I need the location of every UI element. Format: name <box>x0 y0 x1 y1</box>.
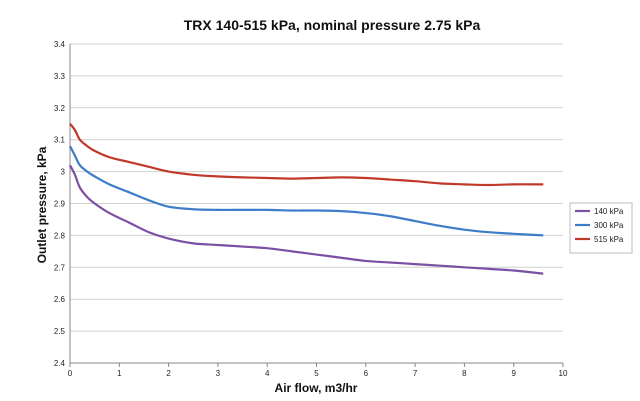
series-layer <box>69 123 544 275</box>
x-tick-label: 5 <box>314 369 319 378</box>
x-tick-label: 0 <box>68 369 73 378</box>
series-line-140-kpa <box>69 164 544 275</box>
x-tick-label: 4 <box>265 369 270 378</box>
x-tick-label: 7 <box>413 369 418 378</box>
legend-label: 140 kPa <box>594 207 624 216</box>
series-line-515-kpa <box>69 123 544 187</box>
y-tick-label: 2.6 <box>54 295 66 304</box>
y-tick-label: 3.1 <box>54 136 66 145</box>
grid-layer <box>70 43 563 364</box>
y-tick-label: 3 <box>61 168 66 177</box>
y-tick-label: 3.2 <box>54 104 66 113</box>
legend-label: 515 kPa <box>594 235 624 244</box>
y-tick-label: 3.3 <box>54 72 66 81</box>
y-tick-label: 3.4 <box>54 40 66 49</box>
y-axis-title: Outlet pressure, kPa <box>35 146 49 263</box>
y-tick-label: 2.8 <box>54 231 66 240</box>
y-tick-label: 2.7 <box>54 263 66 272</box>
y-tick-label: 2.4 <box>54 359 66 368</box>
y-tick-label: 2.9 <box>54 200 66 209</box>
x-tick-label: 10 <box>559 369 568 378</box>
x-axis-title: Air flow, m3/hr <box>275 381 358 395</box>
legend: 140 kPa 300 kPa 515 kPa <box>569 202 633 254</box>
series-line-300-kpa <box>69 145 544 237</box>
chart-title: TRX 140-515 kPa, nominal pressure 2.75 k… <box>184 17 481 33</box>
x-tick-label: 6 <box>364 369 369 378</box>
x-tick-label: 8 <box>462 369 467 378</box>
y-tick-label: 2.5 <box>54 327 66 336</box>
x-tick-label: 3 <box>216 369 221 378</box>
x-tick-label: 2 <box>166 369 171 378</box>
legend-label: 300 kPa <box>594 221 624 230</box>
axis-layer: 2.4 2.5 2.6 2.7 2.8 2.9 3 3.1 3.2 3.3 3.4 0 1 2 3 4 5 6 7 8… <box>54 40 568 378</box>
x-tick-label: 1 <box>117 369 122 378</box>
x-tick-label: 9 <box>511 369 516 378</box>
